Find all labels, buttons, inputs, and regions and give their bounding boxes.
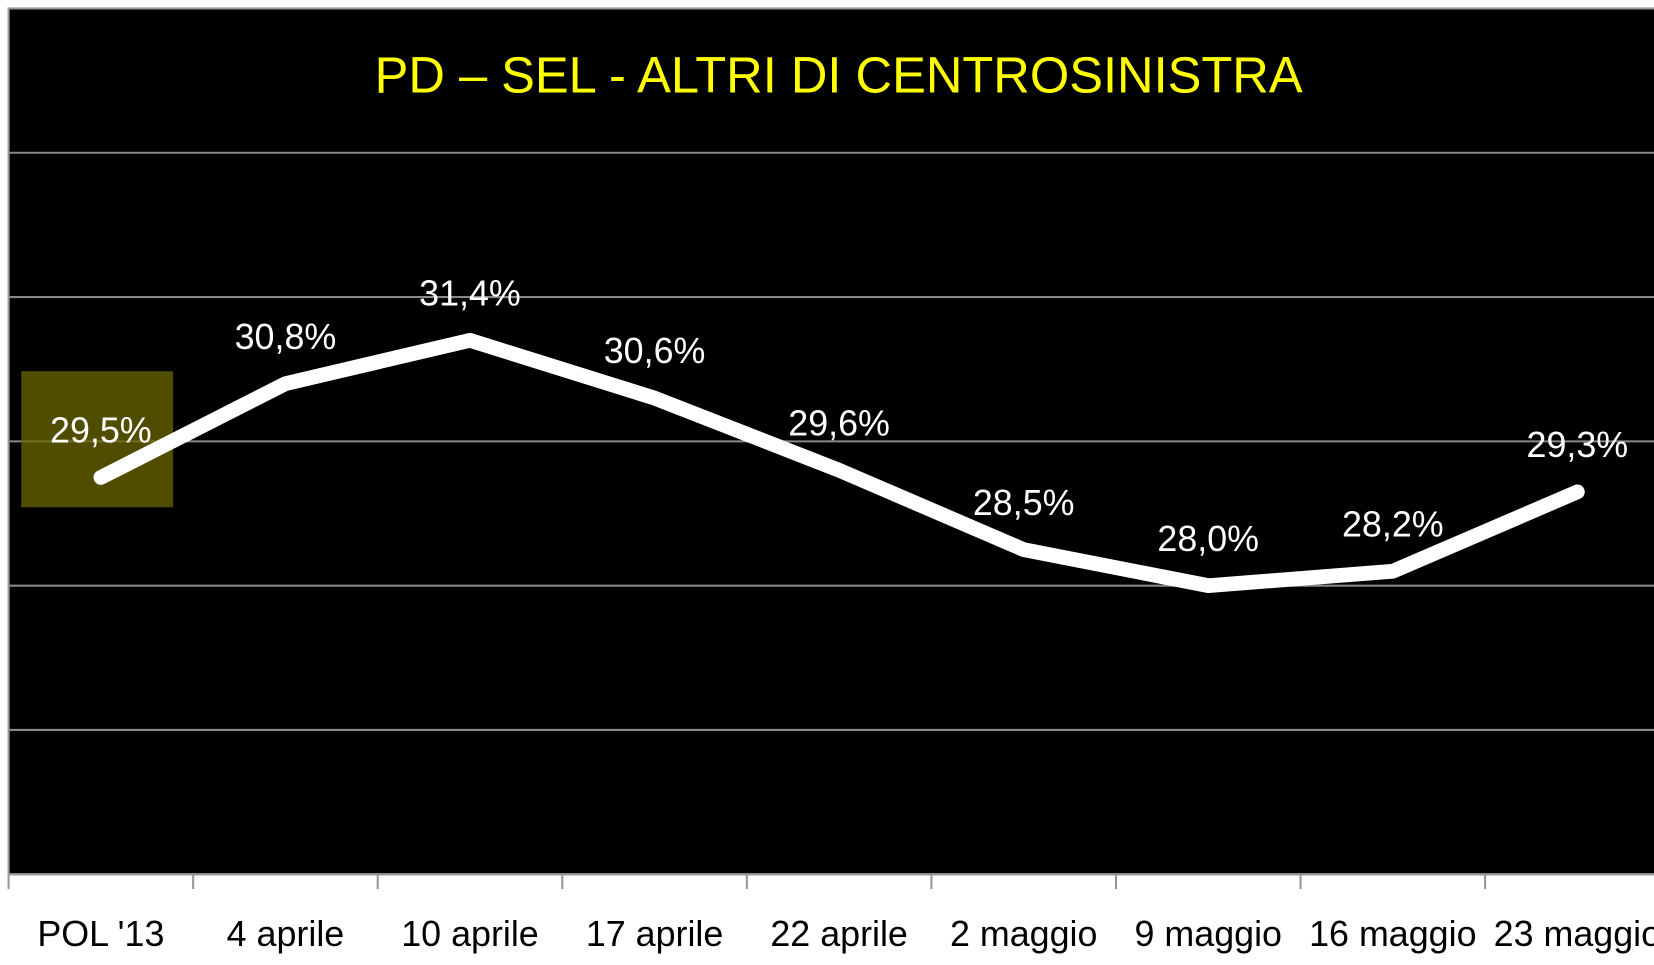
data-label: 29,3% <box>1527 425 1629 465</box>
data-label: 31,4% <box>419 274 521 314</box>
data-label: 30,8% <box>235 317 337 357</box>
x-tick-label: 2 maggio <box>950 914 1097 954</box>
data-label: 30,6% <box>604 331 706 371</box>
grid <box>8 151 1654 876</box>
data-label: 28,0% <box>1157 519 1259 559</box>
marks: 29,5% 30,8% 31,4% 30,6% 29,6% 28,5% 28,0% 28,2%… <box>50 274 1629 594</box>
data-label: 29,6% <box>788 403 890 443</box>
x-tick-label: 4 aprile <box>227 914 345 954</box>
x-tick-label: 16 maggio <box>1309 914 1476 954</box>
x-tick-label: 23 maggio <box>1494 914 1654 954</box>
x-tick-label: 9 maggio <box>1135 914 1282 954</box>
highlight-box <box>21 371 174 508</box>
data-label: 28,5% <box>973 483 1075 523</box>
x-tick-label: POL '13 <box>37 914 164 954</box>
x-tick-label: 17 aprile <box>586 914 724 954</box>
line <box>93 332 1585 594</box>
data-label: 28,2% <box>1342 504 1444 544</box>
data-label: 29,5% <box>50 411 152 451</box>
chart-title: PD – SEL - ALTRI DI CENTROSINISTRA <box>375 46 1303 103</box>
x-tick-label: 22 aprile <box>770 914 908 954</box>
x-tick-label: 10 aprile <box>401 914 539 954</box>
